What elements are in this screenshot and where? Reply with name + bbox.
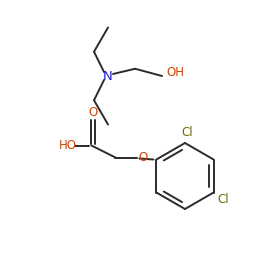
- Text: HO: HO: [58, 139, 76, 152]
- Text: O: O: [88, 106, 97, 119]
- Text: Cl: Cl: [181, 127, 193, 140]
- Text: OH: OH: [166, 66, 184, 79]
- Text: Cl: Cl: [218, 193, 230, 206]
- Text: N: N: [103, 69, 113, 82]
- Text: O: O: [139, 151, 148, 164]
